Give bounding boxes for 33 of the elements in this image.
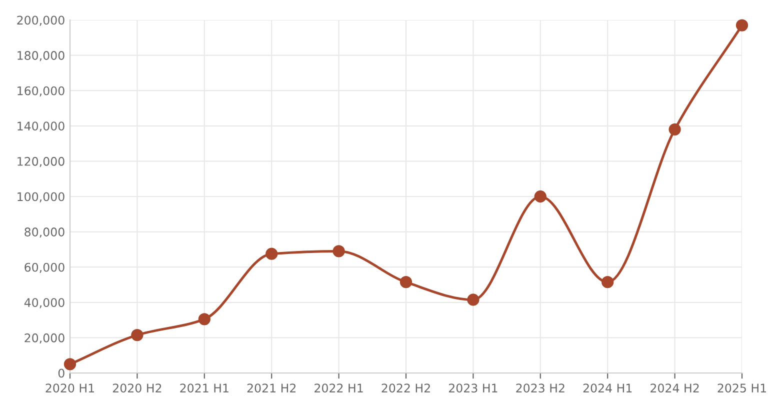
point bbox=[64, 358, 76, 370]
point bbox=[198, 313, 210, 326]
y-tick-label: 80,000 bbox=[24, 228, 64, 238]
point bbox=[602, 276, 614, 288]
x-tick-label: 2020 H1 bbox=[46, 384, 94, 393]
y-tick-label: 180,000 bbox=[18, 51, 64, 62]
point bbox=[534, 190, 546, 203]
y-tick-label: 60,000 bbox=[24, 262, 64, 273]
y-tick-label: 0 bbox=[58, 368, 64, 378]
y-tick-label: 200,000 bbox=[17, 16, 64, 26]
x-tick-label: 2024 H2 bbox=[650, 384, 699, 393]
point bbox=[736, 19, 748, 32]
y-tick-label: 140,000 bbox=[18, 122, 64, 132]
y-tick-label: 160,000 bbox=[18, 86, 64, 96]
x-tick-label: 2021 H1 bbox=[180, 384, 228, 393]
point bbox=[467, 294, 480, 306]
x-tick-label: 2023 H1 bbox=[448, 384, 498, 393]
point bbox=[266, 248, 278, 260]
x-tick-label: 2022 H1 bbox=[314, 384, 363, 393]
x-tick-label: 2023 H2 bbox=[516, 384, 564, 393]
y-tick-label: 120,000 bbox=[18, 156, 64, 168]
point bbox=[400, 276, 412, 288]
point bbox=[131, 328, 144, 342]
x-tick-label: 2025 H1 bbox=[718, 384, 766, 393]
x-tick-label: 2021 H2 bbox=[247, 384, 296, 393]
point bbox=[332, 245, 345, 258]
x-tick-label: 2024 H1 bbox=[583, 384, 632, 393]
y-tick-label: 100,000 bbox=[18, 192, 64, 202]
y-tick-label: 40,000 bbox=[24, 298, 64, 308]
x-tick-label: 2020 H2 bbox=[112, 384, 162, 393]
point bbox=[668, 123, 681, 136]
x-tick-label: 2022 H2 bbox=[382, 384, 430, 393]
y-tick-label: 20,000 bbox=[24, 333, 64, 344]
